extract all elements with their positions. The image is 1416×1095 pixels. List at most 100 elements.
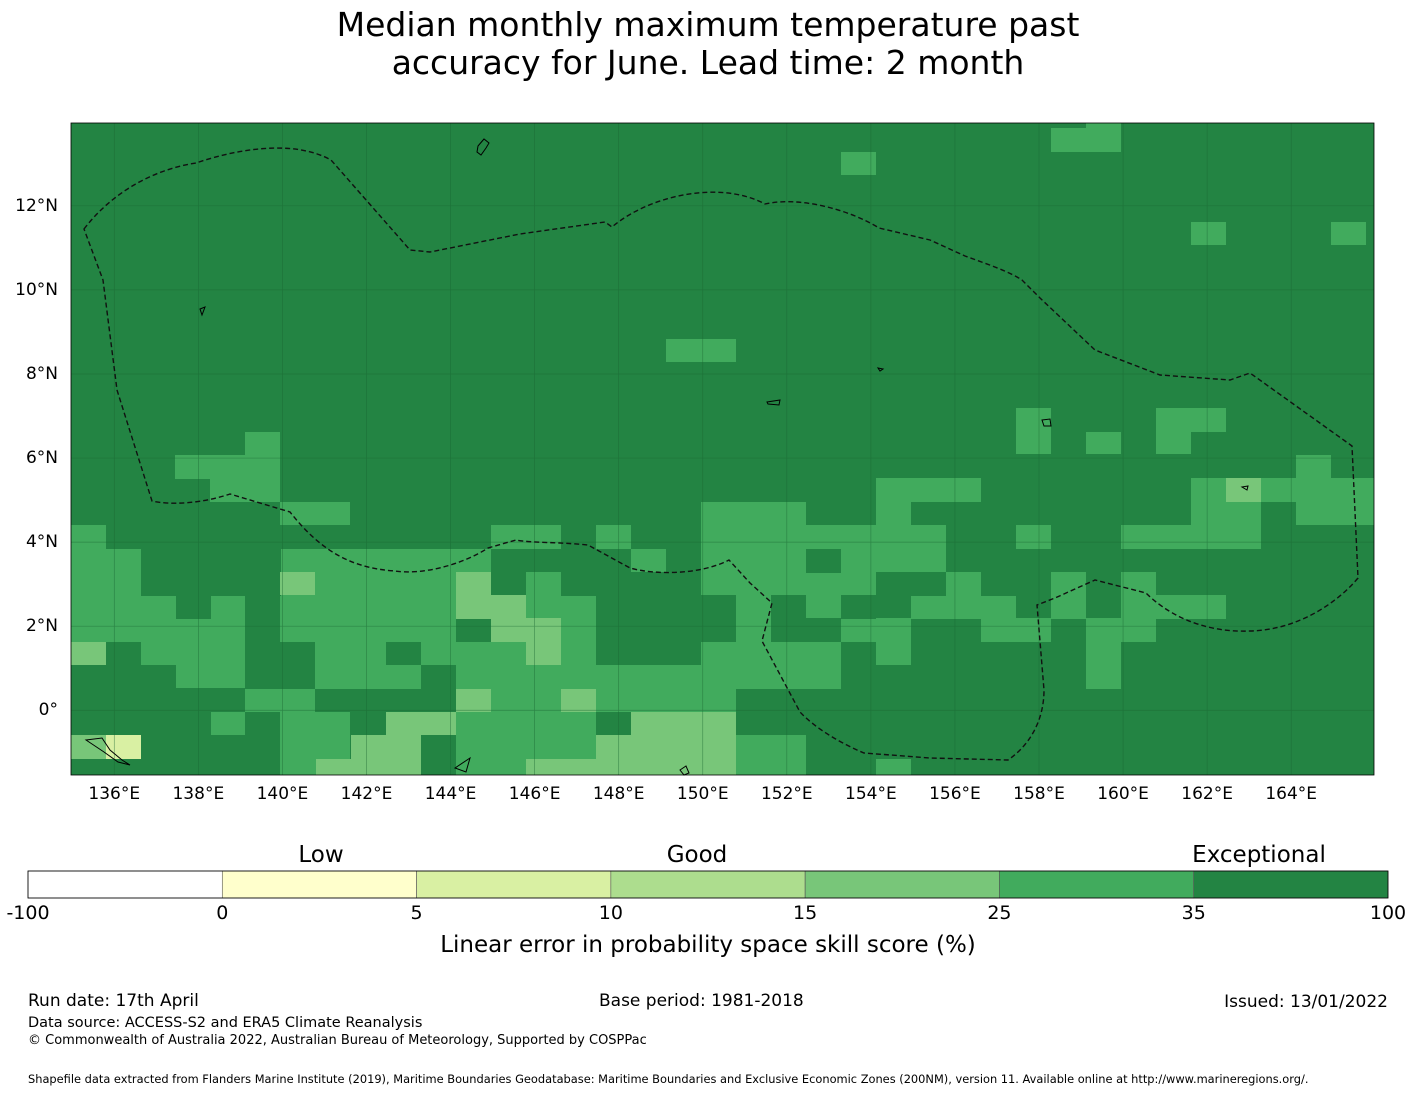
skill-cell xyxy=(1191,502,1261,525)
skill-cell xyxy=(1191,478,1226,502)
skill-cell xyxy=(210,712,245,735)
skill-cell xyxy=(1191,222,1226,245)
skill-cell xyxy=(1086,618,1121,689)
skill-cell xyxy=(911,642,1086,775)
longitude-tick-label: 156°E xyxy=(929,784,981,804)
title-line-2: accuracy for June. Lead time: 2 month xyxy=(391,43,1025,82)
skill-cell xyxy=(351,735,421,775)
colorbar-bin xyxy=(610,870,806,899)
skill-cell xyxy=(1016,525,1051,549)
skill-cell xyxy=(526,759,596,775)
base-period: Base period: 1981-2018 xyxy=(599,991,804,1011)
longitude-tick-label: 162°E xyxy=(1181,784,1233,804)
skill-cell xyxy=(736,735,806,775)
skill-cell xyxy=(981,549,1016,596)
skill-cell xyxy=(1121,618,1156,642)
skill-cell xyxy=(596,549,631,665)
skill-cell xyxy=(876,478,981,502)
skill-cell xyxy=(280,572,315,595)
skill-cell xyxy=(1331,222,1366,245)
skill-cell xyxy=(141,595,176,665)
skill-cell xyxy=(981,618,1051,642)
colorbar-bin xyxy=(221,870,417,899)
longitude-tick-label: 148°E xyxy=(592,784,645,804)
skill-cell xyxy=(841,152,876,175)
skill-cell xyxy=(421,665,456,712)
skill-cell xyxy=(386,712,456,735)
skill-cell xyxy=(71,549,141,642)
skill-cell xyxy=(806,549,841,573)
colorbar-bin xyxy=(1193,870,1389,899)
skill-cell xyxy=(1226,478,1261,502)
longitude-tick-label: 140°E xyxy=(256,784,309,804)
skill-cell xyxy=(631,572,701,665)
category-exceptional: Exceptional xyxy=(1192,842,1326,868)
longitude-tick-label: 160°E xyxy=(1097,784,1149,804)
skill-cell xyxy=(1121,525,1261,549)
skill-cell xyxy=(631,712,736,735)
latitude-tick-label: 2°N xyxy=(25,616,58,637)
longitude-tick-label: 138°E xyxy=(172,784,225,804)
colorbar xyxy=(27,870,1389,899)
skill-cell xyxy=(456,689,491,712)
skill-cell xyxy=(71,642,106,665)
skill-cell xyxy=(1296,455,1331,478)
map-title: Median monthly maximum temperature past … xyxy=(0,6,1416,82)
colorbar-tick-label: 5 xyxy=(410,902,423,924)
skill-cell xyxy=(386,642,421,665)
title-line-1: Median monthly maximum temperature past xyxy=(336,5,1080,44)
skill-cell xyxy=(596,665,736,712)
longitude-tick-label: 144°E xyxy=(424,784,477,804)
skill-cell xyxy=(1121,595,1226,619)
skill-cell xyxy=(1156,432,1191,454)
skill-cell xyxy=(771,642,841,666)
skill-cell xyxy=(176,595,211,619)
colorbar-tick-label: 100 xyxy=(1369,902,1407,924)
colorbar-frame xyxy=(27,870,1389,899)
map-frame xyxy=(70,122,1375,776)
longitude-tick-label: 152°E xyxy=(760,784,813,804)
longitude-tick-label: 136°E xyxy=(88,784,141,804)
colorbar-tick-label: 25 xyxy=(987,902,1012,924)
colorbar-bin xyxy=(27,870,223,899)
category-low: Low xyxy=(298,842,344,868)
skill-cell xyxy=(491,525,561,549)
skill-cell xyxy=(1051,128,1121,152)
skill-cell xyxy=(245,595,280,689)
skill-cell xyxy=(491,595,526,619)
skill-cell xyxy=(71,735,106,759)
map-gridlines xyxy=(71,123,1374,775)
skill-cell xyxy=(1261,478,1296,502)
skill-cell xyxy=(596,525,631,549)
latitude-tick-label: 0° xyxy=(38,700,58,721)
colorbar-label: Linear error in probability space skill … xyxy=(440,932,976,958)
latitude-tick-label: 8°N xyxy=(25,363,58,384)
colorbar-tick-label: 0 xyxy=(216,902,229,924)
skill-cell xyxy=(596,735,736,775)
skill-cell xyxy=(141,549,281,596)
island-outlines xyxy=(84,138,1249,776)
skill-cell xyxy=(876,502,911,525)
skill-cell xyxy=(316,689,351,712)
skill-cell xyxy=(71,525,106,549)
skill-cell xyxy=(71,689,211,736)
latitude-tick-label: 10°N xyxy=(15,279,58,300)
skill-cell xyxy=(946,572,981,596)
eez-palau-fsm xyxy=(83,147,1359,761)
skill-cell xyxy=(526,618,561,665)
skill-cell xyxy=(1016,408,1051,454)
category-good: Good xyxy=(666,842,728,868)
skill-cell xyxy=(1051,572,1086,619)
skill-cell xyxy=(876,618,911,665)
skill-cell xyxy=(841,595,876,619)
shapefile-credit: Shapefile data extracted from Flanders M… xyxy=(28,1072,1309,1086)
colorbar-tick-label: -100 xyxy=(6,902,50,924)
skill-cell xyxy=(736,595,771,642)
skill-cell xyxy=(210,595,245,619)
skill-cell xyxy=(876,572,946,596)
colorbar-bin xyxy=(804,870,1000,899)
longitude-tick-label: 150°E xyxy=(676,784,729,804)
eez-boundaries xyxy=(83,147,1359,761)
skill-cell xyxy=(456,572,491,619)
skill-cell xyxy=(841,618,876,642)
